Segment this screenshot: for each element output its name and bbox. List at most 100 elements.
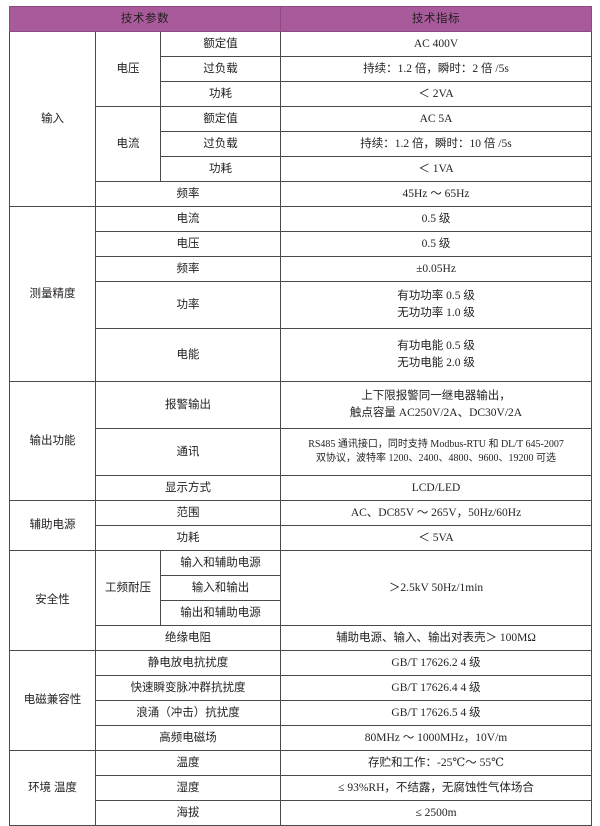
- table-row: 湿度 ≤ 93%RH，不结露，无腐蚀性气体场合: [10, 775, 593, 801]
- item-value: GB/T 17626.4 4 级: [280, 675, 593, 701]
- table-row: 环境 温度 温度 存贮和工作：-25℃～ 55℃: [9, 750, 593, 826]
- value-line: 有功功率 0.5 级: [397, 290, 475, 303]
- value-line: 无功电能 2.0 级: [397, 357, 475, 369]
- item-value: ＞2.5kV 50Hz/1min: [280, 550, 593, 626]
- header-technical-parameter: 技术参数: [8, 6, 282, 32]
- item-value: 45Hz ～ 65Hz: [280, 181, 593, 207]
- table-row: 功耗 ＜ 5VA: [10, 525, 593, 551]
- subgroup-label-current: 电流: [95, 106, 161, 182]
- item-value: AC 5A: [280, 106, 593, 132]
- item-label: 报警输出: [94, 381, 282, 429]
- item-label: 快速瞬变脉冲群抗扰度: [94, 675, 282, 701]
- item-value: ＜ 2VA: [280, 81, 593, 107]
- item-value: ≤ 2500m: [280, 800, 593, 826]
- table-row: 显示方式 LCD/LED: [10, 475, 593, 501]
- table-row: 辅助电源 范围 AC、DC85V ～ 265V，50Hz/60Hz: [9, 500, 593, 551]
- table-row: 输出和辅助电源: [10, 600, 592, 626]
- table-row: 输入和输出: [10, 575, 592, 601]
- group-label-auxiliary-power: 辅助电源: [9, 500, 96, 551]
- item-value: RS485 通讯接口，同时支持 Modbus-RTU 和 DL/T 645-20…: [280, 428, 593, 476]
- item-value: 有功电能 0.5 级 无功电能 2.0 级: [280, 328, 593, 382]
- value-line: RS485 通讯接口，同时支持 Modbus-RTU 和 DL/T 645-20…: [308, 438, 564, 450]
- item-value: LCD/LED: [280, 475, 593, 501]
- value-line: 上下限报警同一继电器输出，: [361, 390, 511, 403]
- item-value: GB/T 17626.5 4 级: [280, 700, 593, 726]
- value-line: 双协议，波特率 1200、2400、4800、9600、19200 可选: [316, 453, 557, 464]
- item-label: 海拔: [94, 800, 282, 826]
- item-label: 输入和辅助电源: [159, 550, 282, 576]
- group-label-safety: 安全性: [9, 550, 96, 651]
- header-technical-spec: 技术指标: [280, 6, 593, 32]
- value-line: 有功电能 0.5 级: [397, 340, 475, 353]
- item-label: 额定值: [159, 31, 282, 57]
- group-label-line: 温度: [53, 781, 77, 794]
- group-label-environment-temperature: 环境 温度: [9, 750, 96, 826]
- item-value: ≤ 93%RH，不结露，无腐蚀性气体场合: [280, 775, 593, 801]
- technical-specification-table: 技术参数 技术指标 输入 电压 额定值 AC 400V 过负载 持续：1.2 倍…: [8, 6, 593, 826]
- item-label: 显示方式: [94, 475, 282, 501]
- item-label: 湿度: [94, 775, 282, 801]
- item-value: ＜ 1VA: [280, 156, 593, 182]
- item-value: GB/T 17626.2 4 级: [280, 650, 593, 676]
- table-row: 过负载 持续：1.2 倍，瞬时：10 倍 /5s: [10, 131, 593, 157]
- item-label: 绝缘电阻: [94, 625, 282, 651]
- value-line: 无功功率 1.0 级: [397, 307, 475, 319]
- group-label-output-function: 输出功能: [9, 381, 96, 501]
- subgroup-label-voltage: 电压: [95, 31, 161, 107]
- table-row: 浪涌（冲击）抗扰度 GB/T 17626.5 4 级: [10, 700, 593, 726]
- item-value: 持续：1.2 倍，瞬时：10 倍 /5s: [280, 131, 593, 157]
- item-label: 电流: [94, 206, 282, 232]
- item-value: AC 400V: [280, 31, 593, 57]
- table-row: 测量精度 电流 0.5 级: [9, 206, 593, 382]
- item-label: 高频电磁场: [94, 725, 282, 751]
- item-label: 频率: [94, 256, 282, 282]
- table-row: 快速瞬变脉冲群抗扰度 GB/T 17626.4 4 级: [10, 675, 593, 701]
- item-label: 温度: [94, 750, 282, 776]
- table-row: 电磁兼容性 静电放电抗扰度 GB/T 17626.2 4 级: [9, 650, 593, 751]
- item-label: 电能: [94, 328, 282, 382]
- item-label: 输出和辅助电源: [159, 600, 282, 626]
- table-row: 电流 额定值 AC 5A: [10, 106, 593, 182]
- item-value: 持续：1.2 倍，瞬时：2 倍 /5s: [280, 56, 593, 82]
- table-row: 电压 0.5 级: [10, 231, 593, 257]
- group-label-input: 输入: [9, 31, 96, 207]
- item-label: 过负载: [159, 131, 282, 157]
- item-value: 存贮和工作：-25℃～ 55℃: [280, 750, 593, 776]
- item-label: 过负载: [159, 56, 282, 82]
- table-row: 频率 ±0.05Hz: [10, 256, 593, 282]
- item-value: 0.5 级: [280, 206, 593, 232]
- table-row: 海拔 ≤ 2500m: [10, 800, 593, 826]
- item-value: AC、DC85V ～ 265V，50Hz/60Hz: [280, 500, 593, 526]
- value-line: 触点容量 AC250V/2A、DC30V/2A: [349, 407, 523, 419]
- item-value: 80MHz ～ 1000MHz，10V/m: [280, 725, 593, 751]
- table-row: 功耗 ＜ 2VA: [10, 81, 593, 107]
- table-row: 过负载 持续：1.2 倍，瞬时：2 倍 /5s: [10, 56, 593, 82]
- group-label-emc: 电磁兼容性: [9, 650, 96, 751]
- table-row: 输出功能 报警输出 上下限报警同一继电器输出， 触点容量 AC250V/2A、D…: [9, 381, 593, 501]
- item-label: 功耗: [159, 156, 282, 182]
- item-label: 频率: [94, 181, 282, 207]
- group-label-line: 环境: [28, 781, 52, 794]
- table-row: 输入 电压 额定值 AC 400V: [9, 31, 593, 207]
- item-value: ±0.05Hz: [280, 256, 593, 282]
- item-value: 0.5 级: [280, 231, 593, 257]
- item-label: 功耗: [94, 525, 282, 551]
- item-label: 电压: [94, 231, 282, 257]
- item-label: 通讯: [94, 428, 282, 476]
- table-row: 高频电磁场 80MHz ～ 1000MHz，10V/m: [10, 725, 593, 751]
- item-label: 范围: [94, 500, 282, 526]
- table-row: 绝缘电阻 辅助电源、输入、输出对表壳＞ 100MΩ: [10, 625, 593, 651]
- item-value: 上下限报警同一继电器输出， 触点容量 AC250V/2A、DC30V/2A: [280, 381, 593, 429]
- item-value: ＜ 5VA: [280, 525, 593, 551]
- item-label: 功耗: [159, 81, 282, 107]
- table-row: 功率 有功功率 0.5 级 无功功率 1.0 级: [10, 281, 593, 329]
- item-label: 额定值: [159, 106, 282, 132]
- table-row: 频率 45Hz ～ 65Hz: [10, 181, 593, 207]
- table-row: 功耗 ＜ 1VA: [10, 156, 593, 182]
- table-row: 安全性 工频耐压 输入和辅助电源 ＞2.5kV 50Hz/1min: [9, 550, 593, 651]
- item-label: 浪涌（冲击）抗扰度: [94, 700, 282, 726]
- item-label: 静电放电抗扰度: [94, 650, 282, 676]
- item-label: 功率: [94, 281, 282, 329]
- table-row: 电能 有功电能 0.5 级 无功电能 2.0 级: [10, 328, 593, 382]
- item-value: 有功功率 0.5 级 无功功率 1.0 级: [280, 281, 593, 329]
